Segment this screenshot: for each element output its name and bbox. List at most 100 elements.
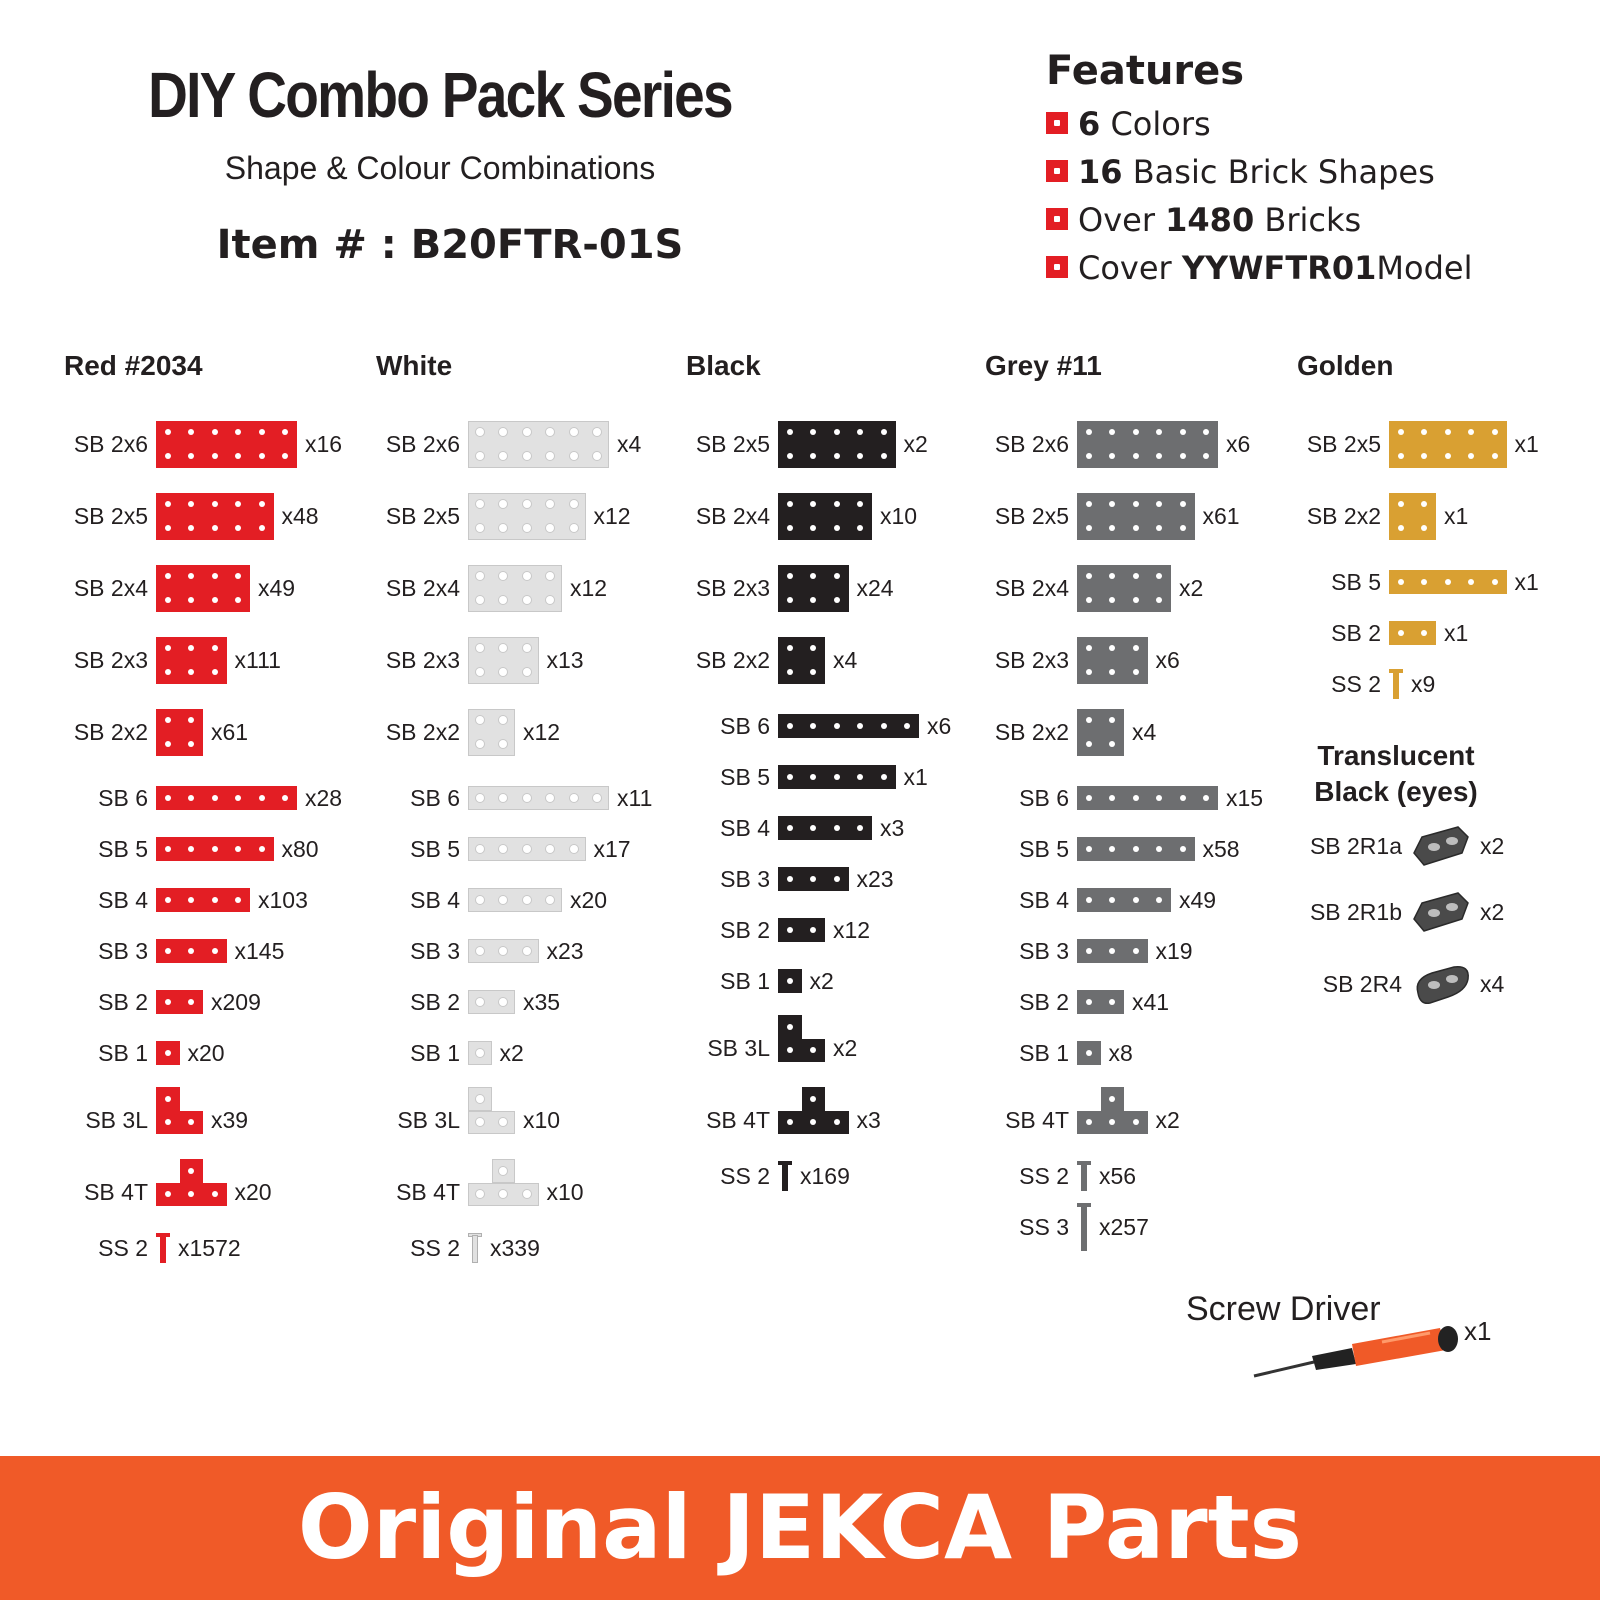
translucent-part-row: SB 2R4 x4	[1290, 958, 1504, 1010]
brick-2x4-icon	[468, 564, 562, 612]
brick-2x4-icon	[156, 564, 250, 612]
part-label: SB 4	[1019, 886, 1069, 913]
brick-6-icon	[468, 786, 609, 810]
part-label: SB 3	[720, 865, 770, 892]
brick-4-icon	[1077, 888, 1171, 912]
brick-2x2-icon	[1077, 708, 1124, 756]
part-quantity: x1	[1444, 619, 1469, 646]
part-quantity: x12	[593, 502, 631, 529]
part-row: SS 2 x339	[372, 1230, 540, 1266]
brick-3l-icon	[156, 1087, 203, 1134]
part-quantity: x56	[1099, 1162, 1137, 1189]
screwdriver-quantity: x1	[1464, 1316, 1492, 1346]
brick-2x5-icon	[1389, 420, 1507, 468]
part-row: SB 4T x3	[682, 1086, 881, 1134]
part-row: SB 6 x11	[372, 780, 652, 816]
part-label: SB 2x5	[695, 430, 770, 457]
brick-6-icon	[156, 786, 297, 810]
footer-banner: Original JEKCA Parts	[0, 1456, 1600, 1600]
screwdriver-icon	[1253, 1326, 1458, 1378]
part-label: SB 3L	[397, 1107, 460, 1133]
screw-icon	[778, 1161, 792, 1191]
part-label: SB 2x4	[994, 574, 1069, 601]
part-row: SB 2x2 x61	[60, 708, 248, 756]
brick-2x5-icon	[778, 420, 896, 468]
part-row: SB 6 x6	[682, 708, 951, 744]
part-label: SB 2x6	[73, 430, 148, 457]
part-label: SS 2	[720, 1162, 770, 1189]
part-row: SB 2x2 x4	[981, 708, 1156, 756]
part-quantity: x17	[593, 835, 631, 862]
square-bullet-icon	[1046, 112, 1068, 134]
part-quantity: x13	[546, 646, 584, 673]
part-row: SB 1 x20	[60, 1035, 224, 1071]
brick-2-icon	[1077, 990, 1124, 1014]
brick-2x4-icon	[1077, 564, 1171, 612]
part-label: SB 5	[1331, 568, 1381, 595]
part-label: SB 4	[720, 814, 770, 841]
part-row: SB 2x4 x49	[60, 564, 295, 612]
brick-1-icon	[468, 1041, 492, 1065]
part-row: SB 2 x35	[372, 984, 560, 1020]
part-quantity: x103	[258, 886, 308, 913]
part-quantity: x2	[809, 967, 834, 994]
part-row: SB 3L x10	[372, 1086, 560, 1134]
part-row: SB 5 x1	[682, 759, 928, 795]
part-label: SB 2	[1019, 988, 1069, 1015]
column-title-black: Black	[686, 350, 761, 381]
part-quantity: x49	[1179, 886, 1217, 913]
part-label: SB 6	[720, 712, 770, 739]
part-row: SB 5 x1	[1293, 564, 1539, 600]
brick-4t-icon	[468, 1159, 539, 1206]
part-label: SB 2x2	[73, 718, 148, 745]
part-quantity: x8	[1108, 1039, 1133, 1066]
part-row: SB 2x6 x16	[60, 420, 342, 468]
part-row: SB 2x3 x24	[682, 564, 894, 612]
eye-brick-icon	[1413, 826, 1469, 866]
part-label: SB 2x2	[385, 718, 460, 745]
part-label: SB 2x4	[73, 574, 148, 601]
part-quantity: x9	[1411, 670, 1436, 697]
part-quantity: x61	[1202, 502, 1240, 529]
part-quantity: x2	[1155, 1107, 1180, 1133]
part-label: SS 2	[1331, 670, 1381, 697]
screw-icon	[156, 1233, 170, 1263]
part-quantity: x23	[546, 937, 584, 964]
part-label: SB 3	[410, 937, 460, 964]
part-label: SB 2x6	[994, 430, 1069, 457]
screw-icon	[1389, 669, 1403, 699]
part-label: SB 4T	[396, 1179, 460, 1205]
part-label: SB 2x3	[73, 646, 148, 673]
brick-4-icon	[778, 816, 872, 840]
part-quantity: x20	[570, 886, 608, 913]
part-quantity: x3	[880, 814, 905, 841]
part-label: SB 4T	[706, 1107, 770, 1133]
part-row: SS 2 x56	[981, 1158, 1136, 1194]
part-label: SB 3L	[85, 1107, 148, 1133]
part-quantity: x10	[523, 1107, 561, 1133]
part-quantity: x1	[1514, 568, 1539, 595]
brick-5-icon	[778, 765, 896, 789]
item-number: Item # : B20FTR-01S	[216, 222, 684, 268]
part-label: SS 2	[98, 1234, 148, 1261]
part-label: SB 2x6	[385, 430, 460, 457]
page-title: DIY Combo Pack Series	[148, 59, 734, 131]
part-quantity: x11	[617, 784, 653, 811]
part-row: SB 3L x39	[60, 1086, 248, 1134]
part-quantity: x35	[523, 988, 561, 1015]
brick-2-icon	[156, 990, 203, 1014]
part-quantity: x2	[1480, 898, 1505, 925]
part-row: SB 3 x23	[682, 861, 893, 897]
brick-1-icon	[778, 969, 802, 993]
part-row: SB 2x2 x4	[682, 636, 857, 684]
brick-4t-icon	[778, 1087, 849, 1134]
part-label: SB 2	[1331, 619, 1381, 646]
brick-4t-icon	[156, 1159, 227, 1206]
part-quantity: x2	[1480, 832, 1505, 859]
part-row: SB 2x5 x1	[1293, 420, 1539, 468]
feature-item-shapes: 16 Basic Brick Shapes	[1046, 148, 1472, 196]
part-quantity: x61	[211, 718, 249, 745]
part-quantity: x1572	[178, 1234, 241, 1261]
part-quantity: x24	[856, 574, 894, 601]
part-quantity: x19	[1155, 937, 1193, 964]
